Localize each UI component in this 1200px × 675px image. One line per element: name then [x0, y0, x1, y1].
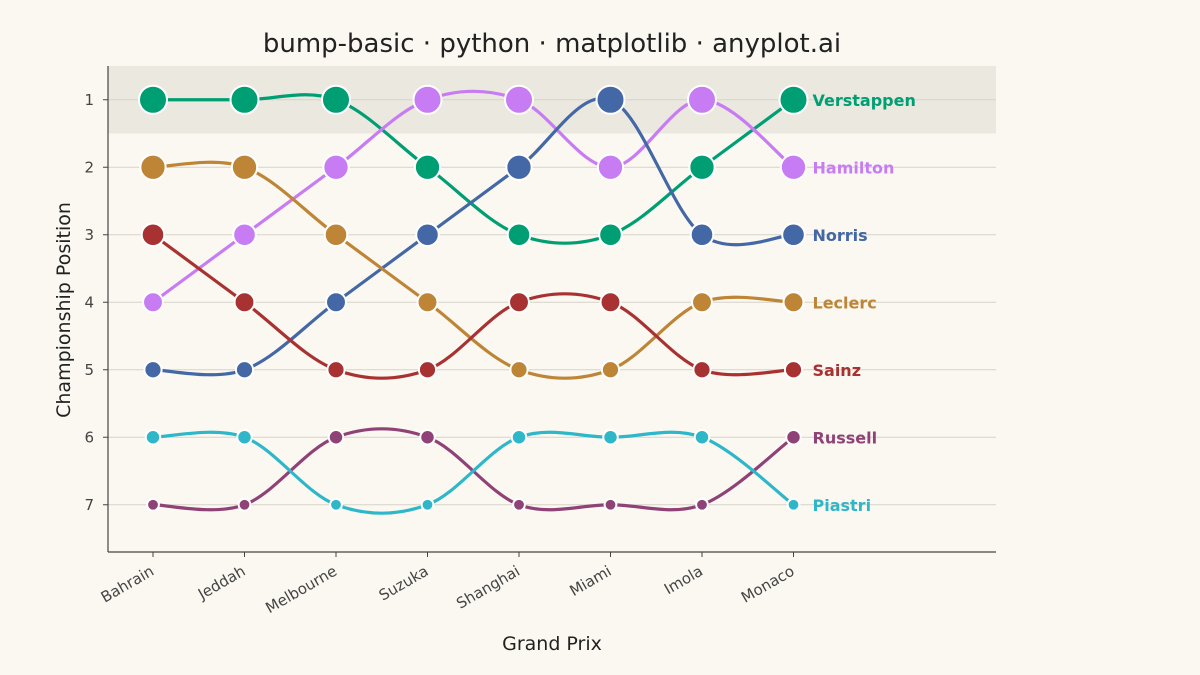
data-point [512, 497, 526, 512]
data-point [687, 84, 717, 115]
data-point [146, 497, 160, 512]
data-point [596, 153, 625, 181]
data-point [142, 291, 164, 314]
data-point [689, 222, 715, 248]
series-line-leclerc [151, 160, 796, 380]
x-tick-label: Suzuka [376, 562, 432, 605]
x-tick-label: Monaco [738, 562, 797, 607]
y-tick-label: 7 [84, 496, 94, 514]
x-tick-label: Melbourne [262, 562, 340, 617]
y-tick-label: 4 [84, 293, 94, 311]
x-tick-label: Bahrain [98, 562, 157, 607]
data-point [234, 360, 255, 380]
data-point [695, 497, 709, 512]
data-point [692, 360, 712, 380]
series-label: Russell [813, 428, 878, 447]
data-point [326, 360, 346, 380]
y-tick-label: 6 [84, 428, 94, 446]
data-point [233, 291, 256, 314]
data-point [329, 497, 343, 512]
data-point [779, 153, 808, 181]
data-point [327, 429, 345, 446]
series-label: Hamilton [813, 158, 895, 177]
data-point [603, 497, 618, 512]
x-tick-label: Imola [661, 562, 706, 598]
series-line-norris [151, 96, 796, 377]
data-point [413, 153, 442, 181]
data-point [417, 360, 438, 380]
data-point [602, 429, 619, 446]
y-axis-label: Championship Position [53, 202, 75, 418]
data-point [237, 497, 252, 512]
data-point [322, 153, 350, 181]
data-point [232, 222, 257, 248]
series-label: Norris [813, 226, 868, 245]
data-point [230, 153, 259, 181]
data-point [236, 429, 253, 446]
series-labels: Verstappen Hamilton Norris Leclerc Sainz Russ… [813, 91, 916, 515]
data-point [420, 497, 435, 512]
data-point [139, 153, 167, 181]
data-point [416, 291, 439, 314]
series-label: Verstappen [813, 91, 916, 110]
y-tick-label: 5 [84, 361, 94, 379]
data-point [599, 291, 622, 314]
data-point [143, 360, 163, 380]
data-point [323, 222, 349, 248]
chart-title: bump-basic · python · matplotlib · anypl… [263, 29, 841, 59]
series-label: Sainz [813, 361, 862, 380]
series-label: Piastri [813, 496, 872, 515]
y-tick-label: 1 [84, 91, 94, 109]
data-point [786, 497, 801, 512]
data-point [504, 84, 534, 115]
data-point [415, 222, 440, 248]
data-point [144, 429, 162, 446]
data-point [505, 153, 533, 181]
x-tick-label: Shanghai [453, 562, 523, 613]
data-point [600, 360, 621, 380]
data-point [598, 222, 623, 248]
y-tick-label: 3 [84, 226, 94, 244]
data-point [419, 429, 436, 446]
y-tick-label: 2 [84, 158, 94, 176]
data-point [140, 222, 166, 248]
data-point [595, 84, 626, 115]
data-point [508, 291, 530, 314]
x-tick-label: Miami [566, 562, 614, 600]
series-points [138, 84, 809, 512]
data-point [325, 291, 347, 314]
data-point [778, 84, 809, 115]
data-point [783, 360, 804, 380]
x-ticks: Bahrain Jeddah Melbourne Suzuka Shanghai Miam… [98, 552, 798, 617]
data-point [688, 153, 716, 181]
data-point [506, 222, 532, 248]
data-point [693, 429, 711, 446]
data-point [321, 84, 351, 115]
y-ticks: 1 2 3 4 5 6 7 [84, 91, 108, 514]
data-point [412, 84, 443, 115]
x-axis-label: Grand Prix [502, 633, 602, 655]
x-tick-label: Jeddah [194, 562, 248, 604]
axes [107, 66, 996, 553]
data-point [781, 222, 806, 248]
data-point [229, 84, 260, 115]
series-label: Leclerc [813, 293, 877, 312]
data-point [509, 360, 529, 380]
data-point [691, 291, 713, 314]
data-point [510, 429, 528, 446]
data-point [782, 291, 805, 314]
data-point [138, 84, 168, 115]
data-point [785, 429, 802, 446]
